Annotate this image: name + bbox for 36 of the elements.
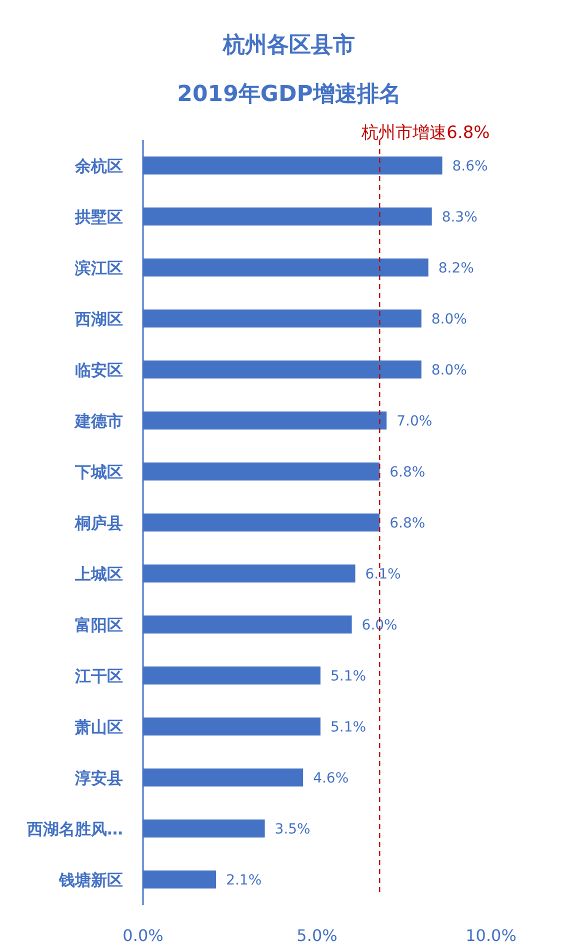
- data-label: 5.1%: [330, 668, 366, 684]
- chart-title: 杭州各区县市: [222, 32, 355, 58]
- y-tick-label: 富阳区: [75, 616, 123, 634]
- data-label: 6.8%: [390, 464, 426, 480]
- y-tick-label: 拱墅区: [74, 208, 123, 226]
- x-tick-label: 0.0%: [122, 926, 164, 945]
- y-tick-label: 西湖区: [74, 310, 123, 328]
- y-tick-label: 桐庐县: [74, 514, 123, 532]
- y-tick-label: 下城区: [74, 462, 123, 482]
- data-label: 8.2%: [438, 260, 474, 276]
- y-tick-label: 上城区: [74, 564, 123, 584]
- y-tick-label: 余杭区: [74, 156, 123, 176]
- data-label: 8.0%: [431, 312, 467, 328]
- data-label: 7.0%: [396, 414, 432, 430]
- y-tick-label: 淳安县: [74, 768, 123, 788]
- data-label: 8.3%: [442, 210, 478, 226]
- y-tick-label: 滨江区: [74, 258, 123, 278]
- y-tick-label: 萧山区: [74, 718, 123, 736]
- y-tick-label: 建德市: [73, 412, 123, 430]
- data-label: 5.1%: [330, 720, 366, 736]
- data-label: 6.0%: [362, 618, 398, 634]
- data-label: 3.5%: [274, 822, 310, 838]
- y-tick-label: 江干区: [74, 666, 123, 686]
- data-label: 4.6%: [313, 770, 349, 786]
- y-tick-label: 西湖名胜风…: [26, 820, 123, 838]
- y-tick-label: 钱塘新区: [58, 870, 123, 890]
- data-label: 8.6%: [452, 158, 488, 174]
- y-tick-label: 临安区: [75, 360, 123, 380]
- x-tick-label: 5.0%: [296, 926, 338, 945]
- ref-line-label: 杭州市增速6.8%: [360, 123, 490, 143]
- data-label: 6.8%: [390, 516, 426, 532]
- data-label: 2.1%: [226, 872, 262, 888]
- data-label: 6.1%: [365, 566, 401, 582]
- x-tick-label: 10.0%: [466, 926, 516, 945]
- chart-subtitle: 2019年GDP增速排名: [177, 82, 401, 107]
- data-label: 8.0%: [431, 362, 467, 378]
